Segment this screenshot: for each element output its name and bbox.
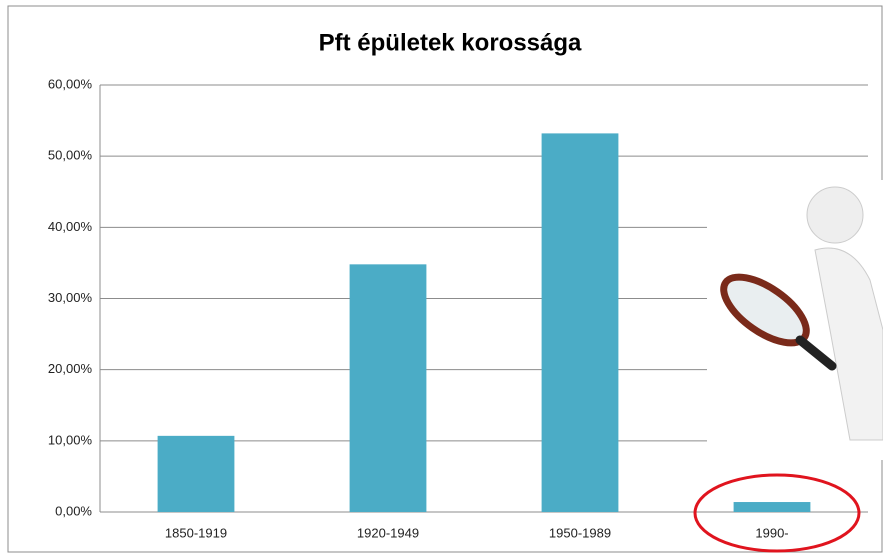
x-tick-label: 1920-1949 bbox=[357, 525, 419, 540]
figure-head bbox=[806, 186, 864, 244]
x-tick-label: 1990- bbox=[755, 525, 788, 540]
y-tick-label: 30,00% bbox=[48, 290, 93, 305]
x-tick-label: 1850-1919 bbox=[165, 525, 227, 540]
y-tick-label: 10,00% bbox=[48, 432, 93, 447]
plot-area: 0,00% 10,00% 20,00% 30,00% 40,00% 50,00% 60,00… bbox=[48, 76, 868, 540]
magnifier-lens bbox=[720, 273, 810, 347]
bar bbox=[541, 133, 619, 513]
magnifier-handle bbox=[795, 335, 837, 371]
y-tick-label: 50,00% bbox=[48, 148, 93, 163]
bar bbox=[733, 502, 811, 512]
illustration bbox=[707, 180, 883, 460]
x-tick-label: 1950-1989 bbox=[549, 525, 611, 540]
y-tick-label: 40,00% bbox=[48, 219, 93, 234]
bar bbox=[157, 435, 235, 512]
y-tick-label: 20,00% bbox=[48, 361, 93, 376]
highlight-circle bbox=[693, 473, 861, 553]
y-tick-label: 0,00% bbox=[55, 503, 92, 518]
y-tick-label: 60,00% bbox=[48, 76, 93, 91]
chart-title: Pft épületek korossága bbox=[319, 29, 582, 56]
bar bbox=[349, 264, 427, 512]
figure-body bbox=[814, 247, 883, 441]
